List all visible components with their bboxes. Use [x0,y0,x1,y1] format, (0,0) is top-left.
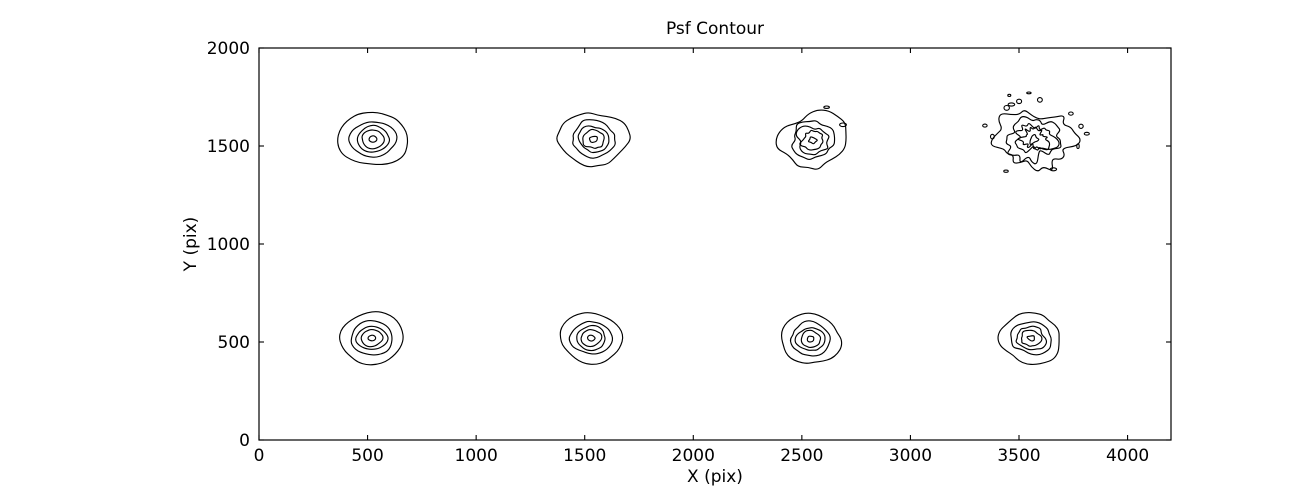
contour-level-0 [556,112,631,168]
contour-level-3 [360,328,384,348]
noise-speck [1078,123,1084,129]
contour-series [337,91,1090,366]
contour-level-2 [576,324,606,352]
noise-speck [1007,102,1016,107]
contour-level-0 [775,109,847,170]
contour-level-3 [800,329,822,348]
x-axis-label: X (pix) [687,467,743,487]
x-tick-label: 1000 [455,446,498,466]
contour-level-1 [568,320,614,355]
psf-top-mid-right [775,105,847,170]
contour-level-4 [368,135,378,143]
contour-level-0 [997,311,1060,365]
noise-speck [1007,93,1012,98]
contour-level-3 [1020,329,1043,347]
y-tick-label: 2000 [207,39,250,59]
x-tick-label: 3500 [997,446,1040,466]
axis-ticks [258,47,1171,441]
x-tick-label: 2500 [780,446,823,466]
contour-level-4 [586,334,596,342]
contour-level-4 [806,335,815,343]
noise-speck [1076,143,1080,150]
contour-level-2 [1015,325,1048,351]
axes-frame [258,47,1172,441]
noise-speck [989,133,995,140]
noise-speck [823,105,830,109]
contour-level-0 [990,110,1081,172]
psf-bottom-left [339,311,404,366]
contour-level-2 [355,325,389,350]
y-tick-label: 1000 [207,235,250,255]
contour-level-0 [339,311,404,366]
contour-level-1 [348,121,398,158]
psf-top-left [337,111,409,166]
contour-level-4 [588,135,598,143]
x-tick-label: 2000 [672,446,715,466]
contour-level-0 [559,312,624,365]
contour-level-2 [356,124,391,153]
psf-bottom-mid-right [780,312,843,364]
noise-speck [1036,97,1043,103]
contour-level-3 [361,129,385,150]
x-tick-label: 500 [351,446,383,466]
contour-level-2 [794,327,826,351]
contour-level-3 [580,329,603,348]
noise-speck [1068,111,1074,116]
contour-level-1 [789,320,831,357]
x-tick-label: 4000 [1106,446,1149,466]
x-tick-label: 3000 [889,446,932,466]
y-axis-label: Y (pix) [181,217,201,273]
contour-level-3 [1017,126,1051,151]
noise-speck [1083,131,1090,136]
contour-level-4 [1029,134,1040,145]
psf-bottom-mid-left [559,312,624,365]
contour-level-4 [1026,335,1035,342]
y-tick-label: 1500 [207,137,250,157]
page-title: Psf Contour [666,19,764,39]
contour-level-1 [1005,116,1062,165]
noise-speck [1026,91,1032,95]
noise-speck [982,123,988,128]
noise-speck [1003,104,1010,111]
psf-top-right [982,91,1090,173]
contour-level-3 [582,128,605,149]
y-tick-label: 0 [239,431,250,451]
contour-level-4 [807,136,818,145]
contour-level-1 [572,119,616,159]
contour-level-3 [799,129,824,151]
x-tick-label: 0 [254,446,265,466]
contour-level-0 [780,312,843,364]
contour-level-1 [791,120,836,160]
psf-top-mid-left [556,112,631,168]
contour-level-2 [577,125,610,154]
noise-speck [1049,167,1058,172]
contour-level-0 [337,111,409,166]
noise-speck [1016,98,1023,105]
noise-speck [1003,169,1009,173]
y-tick-label: 500 [218,333,250,353]
contour-level-1 [350,320,393,356]
axis-tick-labels: 0 500 1000 1500 2000 2500 3000 3500 4000 0 500 1000… [207,39,1149,466]
noise-speck [839,122,847,128]
psf-bottom-right [997,311,1060,365]
contour-level-4 [367,334,377,342]
x-tick-label: 1500 [563,446,606,466]
contour-level-1 [1010,321,1052,356]
